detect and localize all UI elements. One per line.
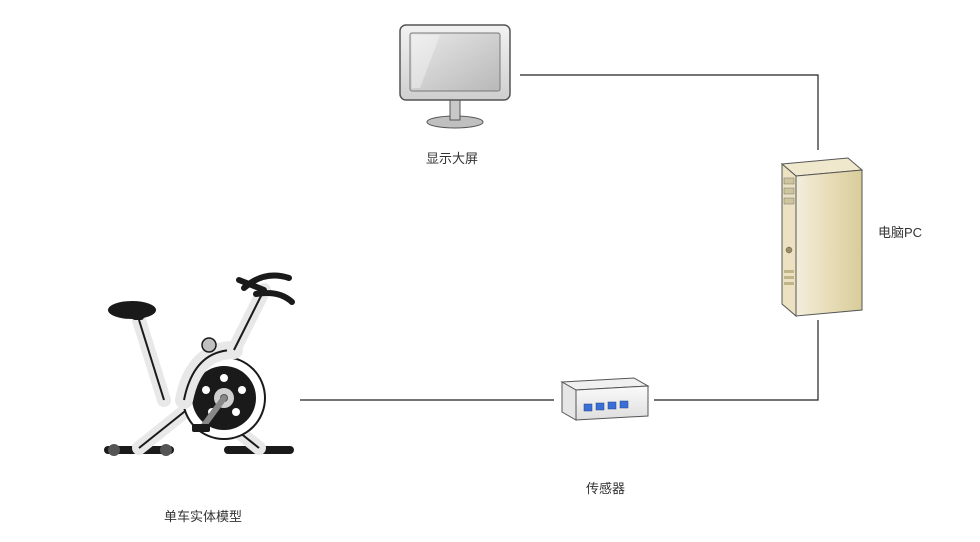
sensor-node (554, 370, 654, 425)
pc-node (770, 150, 870, 320)
exercise-bike-icon (84, 250, 314, 460)
sensor-label: 传感器 (586, 478, 625, 497)
sensor-box-icon (554, 370, 654, 425)
connector-line (520, 75, 818, 150)
monitor-label: 显示大屏 (426, 148, 478, 167)
pc-tower-icon (770, 150, 870, 320)
connector-line (654, 320, 818, 400)
monitor-icon (390, 20, 520, 130)
pc-label: 电脑PC (878, 222, 922, 241)
bike-label: 单车实体模型 (164, 506, 242, 525)
monitor-node (390, 20, 520, 130)
bike-node (84, 250, 314, 460)
